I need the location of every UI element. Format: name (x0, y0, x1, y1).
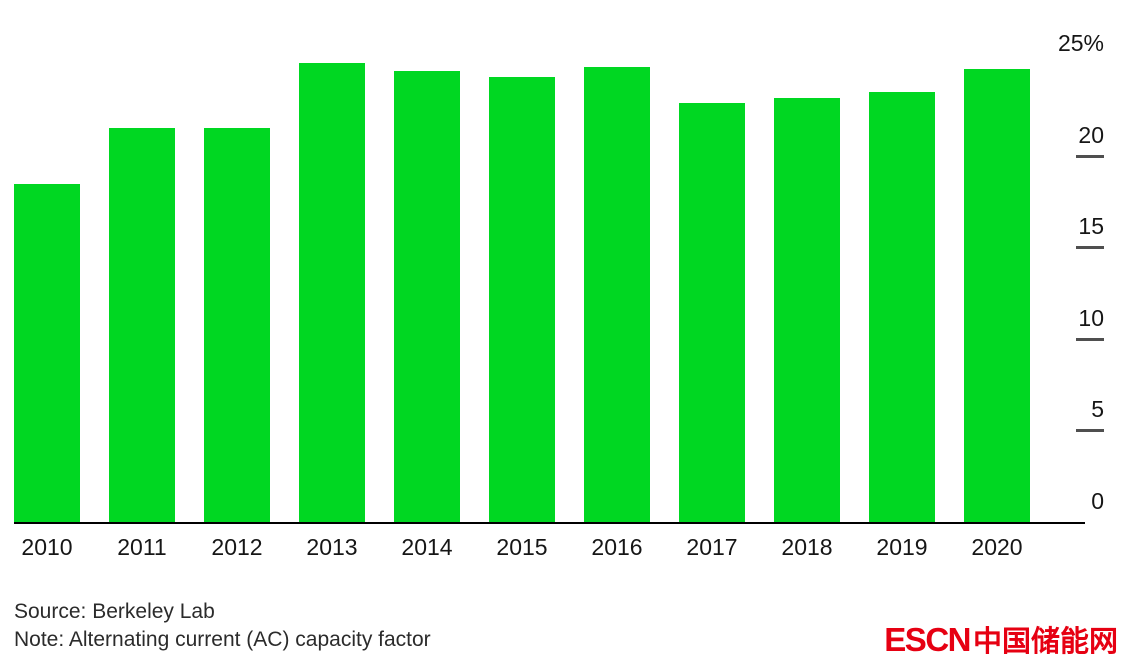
x-label-2018: 2018 (781, 534, 833, 560)
bar-2017 (679, 103, 745, 522)
x-label-2014: 2014 (401, 534, 453, 560)
y-tick-dash (1076, 155, 1104, 158)
bar-2014 (394, 71, 460, 522)
y-tick-label: 5 (1091, 396, 1104, 422)
y-tick-0: 0 (1036, 488, 1104, 514)
source-text: Source: Berkeley Lab (14, 600, 215, 623)
y-tick-dash (1076, 429, 1104, 432)
x-label-2019: 2019 (876, 534, 928, 560)
x-label-2012: 2012 (211, 534, 263, 560)
y-axis-labels: 25% 20 15 10 5 0 (1036, 30, 1104, 530)
y-tick-dash (1076, 338, 1104, 341)
bar-2012 (204, 128, 270, 522)
bar-2011 (109, 128, 175, 522)
y-tick-10: 10 (1036, 305, 1104, 341)
y-tick-label: 20 (1078, 122, 1104, 148)
y-tick-label: 10 (1078, 305, 1104, 331)
y-tick-label: 15 (1078, 213, 1104, 239)
bar-2016 (584, 67, 650, 522)
y-tick-label: 25% (1057, 30, 1104, 56)
y-tick-20: 20 (1036, 122, 1104, 158)
y-tick-dash (1076, 246, 1104, 249)
x-label-2015: 2015 (496, 534, 548, 560)
logo-escn-text: ESCN (884, 621, 971, 658)
x-label-2017: 2017 (686, 534, 738, 560)
x-label-2020: 2020 (971, 534, 1023, 560)
note-text: Note: Alternating current (AC) capacity … (14, 628, 431, 651)
x-axis-baseline (14, 522, 1085, 524)
logo-chinese-text: 中国储能网 (972, 626, 1118, 658)
bar-2010 (14, 184, 80, 522)
x-label-2010: 2010 (21, 534, 73, 560)
bar-2015 (489, 77, 555, 522)
y-tick-label: 0 (1091, 488, 1104, 514)
bar-2018 (774, 98, 840, 522)
escn-logo: ESCN 中国储能网 (884, 618, 1118, 660)
bar-2020 (964, 69, 1030, 522)
plot-area (14, 42, 1030, 522)
chart-footer: Source: Berkeley Lab Note: Alternating c… (14, 598, 431, 654)
y-tick-5: 5 (1036, 396, 1104, 432)
x-label-2011: 2011 (117, 534, 167, 560)
bar-2019 (869, 92, 935, 522)
x-label-2013: 2013 (306, 534, 358, 560)
x-axis-labels: 2010 2011 2012 2013 2014 2015 2016 2017 2018 2019… (14, 534, 1030, 561)
x-label-2016: 2016 (591, 534, 643, 560)
y-tick-25: 25% (1036, 30, 1104, 56)
bar-2013 (299, 63, 365, 522)
y-tick-15: 15 (1036, 213, 1104, 249)
